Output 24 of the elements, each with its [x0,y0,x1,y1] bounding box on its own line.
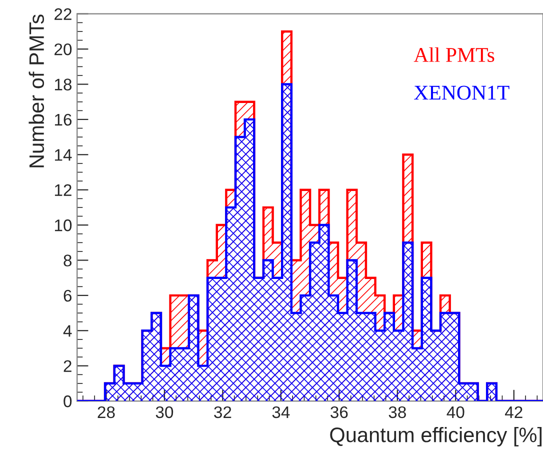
x-tick-label: 30 [156,406,174,418]
y-tick-label: 16 [54,114,72,126]
y-tick-label: 22 [54,8,72,20]
x-tick-label: 38 [388,406,406,418]
y-axis-title: Number of PMTs [28,14,44,168]
x-tick-label: 34 [272,406,290,418]
text: XENON1T [414,86,510,100]
y-tick-label: 0 [64,395,72,408]
y-tick-label: 12 [54,184,72,196]
x-axis-title: Quantum efficiency [%] [330,426,542,446]
y-tick-label: 14 [54,149,72,161]
y-tick-label: 10 [54,219,72,232]
text: All PMTs [414,47,494,62]
y-tick-label: 18 [54,78,72,90]
y-tick-label: 20 [54,43,72,56]
x-tick-label: 42 [504,406,522,418]
y-tick-label: 4 [63,325,72,337]
x-tick-label: 36 [330,406,348,418]
x-tick-label: 40 [446,406,464,418]
x-tick-label: 28 [98,406,115,418]
y-tick-label: 2 [64,360,72,372]
x-tick-label: 32 [214,406,232,418]
y-tick-label: 6 [64,290,72,302]
y-tick-label: 8 [64,254,72,266]
